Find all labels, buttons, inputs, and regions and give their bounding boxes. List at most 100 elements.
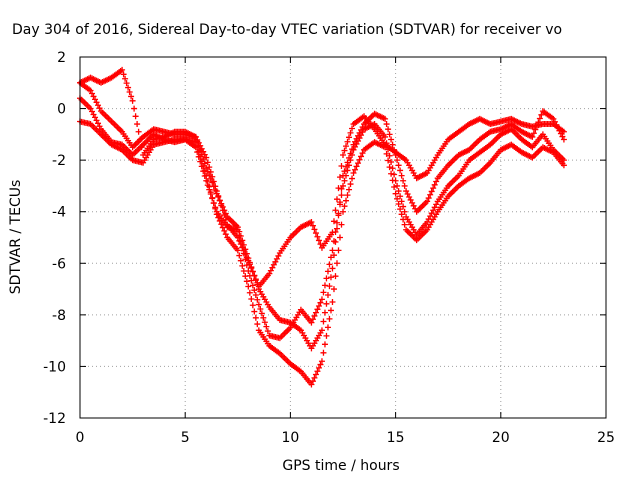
data-point xyxy=(122,75,129,82)
data-point xyxy=(332,238,339,245)
data-point xyxy=(330,252,337,259)
data-point xyxy=(397,193,404,200)
data-point xyxy=(338,221,345,228)
data-point xyxy=(204,159,211,166)
data-point xyxy=(258,310,265,317)
x-tick-label: 0 xyxy=(76,430,85,446)
data-point xyxy=(318,327,325,334)
data-point xyxy=(243,262,250,269)
y-axis-label: SDTVAR / TECUs xyxy=(8,180,24,295)
data-point xyxy=(318,358,325,365)
data-point xyxy=(204,178,211,185)
data-point xyxy=(343,143,350,150)
data-point xyxy=(320,349,327,356)
data-point xyxy=(242,273,249,280)
data-point xyxy=(326,283,333,290)
data-point xyxy=(246,289,253,296)
data-point xyxy=(308,381,315,388)
data-point xyxy=(321,282,328,289)
data-point xyxy=(536,115,543,122)
data-point xyxy=(248,296,255,303)
data-point xyxy=(317,241,324,248)
data-point xyxy=(327,254,334,261)
data-point xyxy=(197,153,204,160)
data-point xyxy=(309,378,316,385)
x-tick-label: 5 xyxy=(181,430,190,446)
data-point xyxy=(320,318,327,325)
data-point xyxy=(239,262,246,269)
series-3 xyxy=(77,118,567,388)
data-point xyxy=(242,251,249,258)
data-point xyxy=(236,228,243,235)
data-point xyxy=(216,217,223,224)
data-point xyxy=(212,183,219,190)
data-point xyxy=(215,214,222,221)
data-point xyxy=(389,141,396,148)
data-point xyxy=(216,197,223,204)
data-point xyxy=(254,321,261,328)
data-point xyxy=(323,275,330,282)
data-point xyxy=(201,167,208,174)
data-point xyxy=(400,216,407,223)
data-point xyxy=(245,257,252,264)
data-point xyxy=(560,136,567,143)
data-point xyxy=(311,312,318,319)
data-point xyxy=(210,178,217,185)
data-point xyxy=(323,300,330,307)
data-point xyxy=(252,291,259,298)
data-point xyxy=(200,163,207,170)
data-point xyxy=(347,181,354,188)
data-point xyxy=(213,188,220,195)
data-point xyxy=(206,164,213,171)
data-point xyxy=(394,195,401,202)
data-point xyxy=(336,199,343,206)
data-point xyxy=(323,332,330,339)
data-point xyxy=(398,172,405,179)
plot-frame xyxy=(79,56,607,419)
data-point xyxy=(336,174,343,181)
data-point xyxy=(428,188,435,195)
x-axis-label: GPS time / hours xyxy=(282,458,399,474)
data-point xyxy=(333,225,340,232)
data-point xyxy=(131,105,138,112)
data-point xyxy=(391,171,398,178)
data-point xyxy=(344,138,351,145)
data-point xyxy=(251,272,258,279)
data-point xyxy=(123,80,130,87)
data-point xyxy=(397,206,404,213)
data-point xyxy=(340,208,346,215)
data-point xyxy=(338,185,345,192)
data-point xyxy=(386,164,393,171)
data-point xyxy=(212,205,219,212)
data-point xyxy=(320,289,327,296)
data-point xyxy=(329,298,336,305)
data-point xyxy=(315,364,322,371)
data-point xyxy=(341,147,348,154)
axis-ticks: 0 5 10 15 20 25 -12 -10 -8 -6 -4 -2 0 2 xyxy=(43,50,615,446)
data-point xyxy=(344,159,351,166)
data-point xyxy=(382,133,389,140)
data-point xyxy=(321,341,328,348)
data-point xyxy=(264,328,271,335)
data-point xyxy=(326,315,333,322)
data-point xyxy=(530,130,537,137)
data-point xyxy=(329,265,336,272)
data-point xyxy=(529,133,536,140)
data-point xyxy=(206,183,213,190)
data-point xyxy=(317,361,324,368)
data-point xyxy=(245,283,252,290)
data-point xyxy=(209,194,216,201)
data-point xyxy=(341,203,348,210)
data-point xyxy=(120,71,127,78)
data-point xyxy=(252,276,259,283)
data-point xyxy=(538,111,545,118)
data-point xyxy=(198,158,205,165)
data-point xyxy=(255,301,262,308)
data-point xyxy=(317,299,324,306)
data-point xyxy=(358,153,365,160)
data-point xyxy=(315,303,322,310)
data-point xyxy=(394,182,401,189)
data-point xyxy=(243,278,250,285)
data-point xyxy=(353,163,360,170)
